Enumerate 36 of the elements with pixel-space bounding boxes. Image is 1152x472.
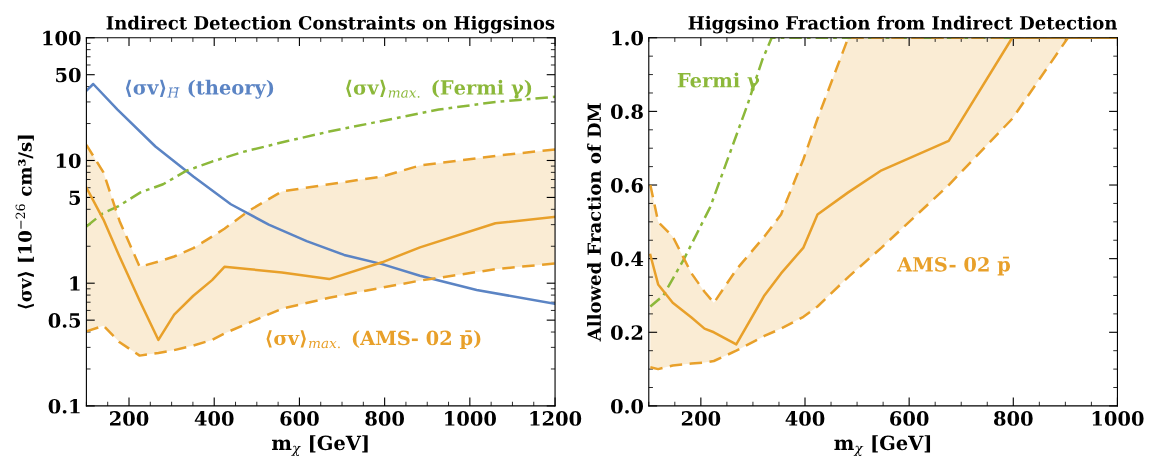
annotation: ⟨σv⟩$_{H̃}$ (theory) xyxy=(125,79,274,99)
x-tick-label: 800 xyxy=(994,411,1033,426)
x-axis-title: m$_{χ}$ [GeV] xyxy=(272,435,368,456)
chart-title: Higgsino Fraction from Indirect Detection xyxy=(688,15,1118,34)
x-tick-label: 600 xyxy=(280,411,319,426)
y-tick-label: 0.6 xyxy=(611,177,643,193)
x-tick-label: 400 xyxy=(785,411,825,426)
y-tick-label: 0.1 xyxy=(48,398,80,414)
chart-title: Indirect Detection Constraints on Higgsinos xyxy=(106,15,555,34)
annotation: ⟨σv⟩$_{max.}$ (Fermi γ) xyxy=(346,79,532,99)
annotation: ⟨σv⟩$_{max.}$ (AMS- 02 p̄) xyxy=(266,330,481,350)
y-tick-label: 5 xyxy=(69,190,81,206)
y-tick-label: 0.8 xyxy=(611,104,643,120)
x-tick-label: 400 xyxy=(194,411,234,426)
y-axis-title: Allowed Fraction of DM xyxy=(587,103,602,342)
y-tick-label: 0.2 xyxy=(611,325,643,340)
y-tick-label: 100 xyxy=(43,30,81,46)
x-tick-label: 1200 xyxy=(530,411,582,426)
line-series xyxy=(86,262,556,357)
y-tick-label: 0.0 xyxy=(611,398,644,414)
y-tick-label: 0.5 xyxy=(48,313,81,328)
line-series xyxy=(86,143,556,269)
y-tick-label: 1 xyxy=(70,276,80,291)
x-axis-title: m$_{χ}$ [GeV] xyxy=(834,435,931,456)
y-tick-label: 50 xyxy=(56,67,81,83)
y-axis-title: ⟨σv⟩ [10$^{−26}$ cm³/s] xyxy=(15,135,34,309)
x-tick-label: 200 xyxy=(681,411,721,426)
x-tick-label: 200 xyxy=(110,411,149,426)
y-tick-label: 0.4 xyxy=(611,251,644,267)
x-tick-label: 800 xyxy=(365,411,405,426)
x-tick-label: 1000 xyxy=(1092,411,1144,426)
x-tick-label: 1000 xyxy=(445,411,496,426)
y-tick-label: 1.0 xyxy=(612,30,644,46)
x-tick-label: 600 xyxy=(890,411,929,426)
y-tick-label: 10 xyxy=(56,153,81,169)
annotation: AMS- 02 p̄ xyxy=(897,256,1011,276)
